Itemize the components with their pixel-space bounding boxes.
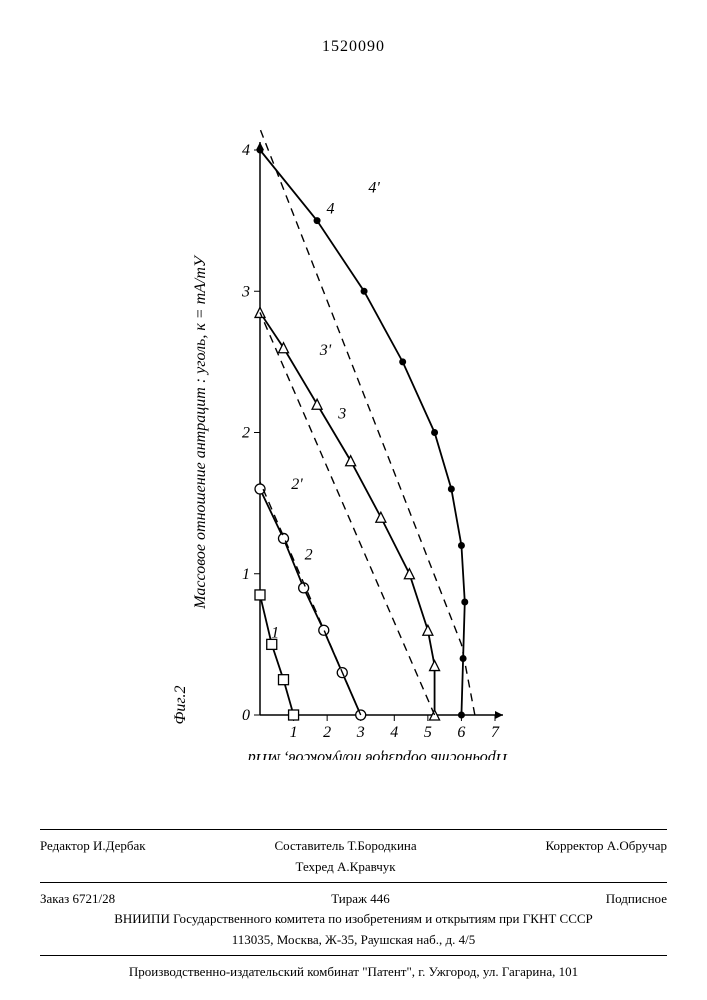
svg-text:4: 4 bbox=[327, 201, 335, 218]
chart-container: 1 2 3 4 5 6 7 0 1 2 3 4 1 2 2' 3 3' 4 4' Прочность образцов… bbox=[165, 120, 545, 760]
org1addr: 113035, Москва, Ж-35, Раушская наб., д. … bbox=[40, 930, 667, 951]
svg-text:2: 2 bbox=[323, 724, 331, 741]
svg-text:4: 4 bbox=[390, 724, 398, 741]
svg-text:Прочность образцов полукоксов,: Прочность образцов полукоксов, МПа bbox=[248, 750, 509, 760]
subscription: Подписное bbox=[606, 889, 667, 910]
svg-text:Массовое отношение антрацит :: Массовое отношение антрацит : уголь, к =… bbox=[192, 254, 209, 610]
svg-text:1: 1 bbox=[242, 566, 250, 583]
svg-text:5: 5 bbox=[424, 724, 432, 741]
svg-text:1: 1 bbox=[271, 624, 279, 641]
org2: Производственно-издательский комбинат "П… bbox=[40, 962, 667, 983]
svg-text:3': 3' bbox=[319, 342, 332, 359]
corrector: Корректор А.Обручар bbox=[546, 836, 667, 878]
svg-text:4': 4' bbox=[368, 179, 380, 196]
org1: ВНИИПИ Государственного комитета по изоб… bbox=[40, 909, 667, 930]
page-number: 1520090 bbox=[0, 38, 707, 56]
compiler: Составитель Т.Бородкина bbox=[274, 838, 416, 853]
strength-chart: 1 2 3 4 5 6 7 0 1 2 3 4 1 2 2' 3 3' 4 4' Прочность образцов… bbox=[165, 120, 545, 760]
footer-block: Редактор И.Дербак Составитель Т.Бородкин… bbox=[40, 825, 667, 983]
svg-text:3: 3 bbox=[356, 724, 365, 741]
svg-text:2: 2 bbox=[305, 547, 313, 564]
svg-text:3: 3 bbox=[241, 283, 250, 300]
tirage: Тираж 446 bbox=[331, 889, 390, 910]
svg-text:3: 3 bbox=[337, 405, 346, 422]
svg-text:6: 6 bbox=[457, 724, 465, 741]
svg-text:4: 4 bbox=[242, 142, 250, 159]
svg-text:0: 0 bbox=[242, 707, 250, 724]
svg-text:Фиг.2: Фиг.2 bbox=[172, 686, 189, 725]
editor: Редактор И.Дербак bbox=[40, 836, 146, 878]
order: Заказ 6721/28 bbox=[40, 889, 115, 910]
svg-text:7: 7 bbox=[491, 724, 500, 741]
svg-text:2': 2' bbox=[291, 476, 303, 493]
svg-text:1: 1 bbox=[290, 724, 298, 741]
svg-text:2: 2 bbox=[242, 425, 250, 442]
techred: Техред А.Кравчук bbox=[296, 859, 396, 874]
